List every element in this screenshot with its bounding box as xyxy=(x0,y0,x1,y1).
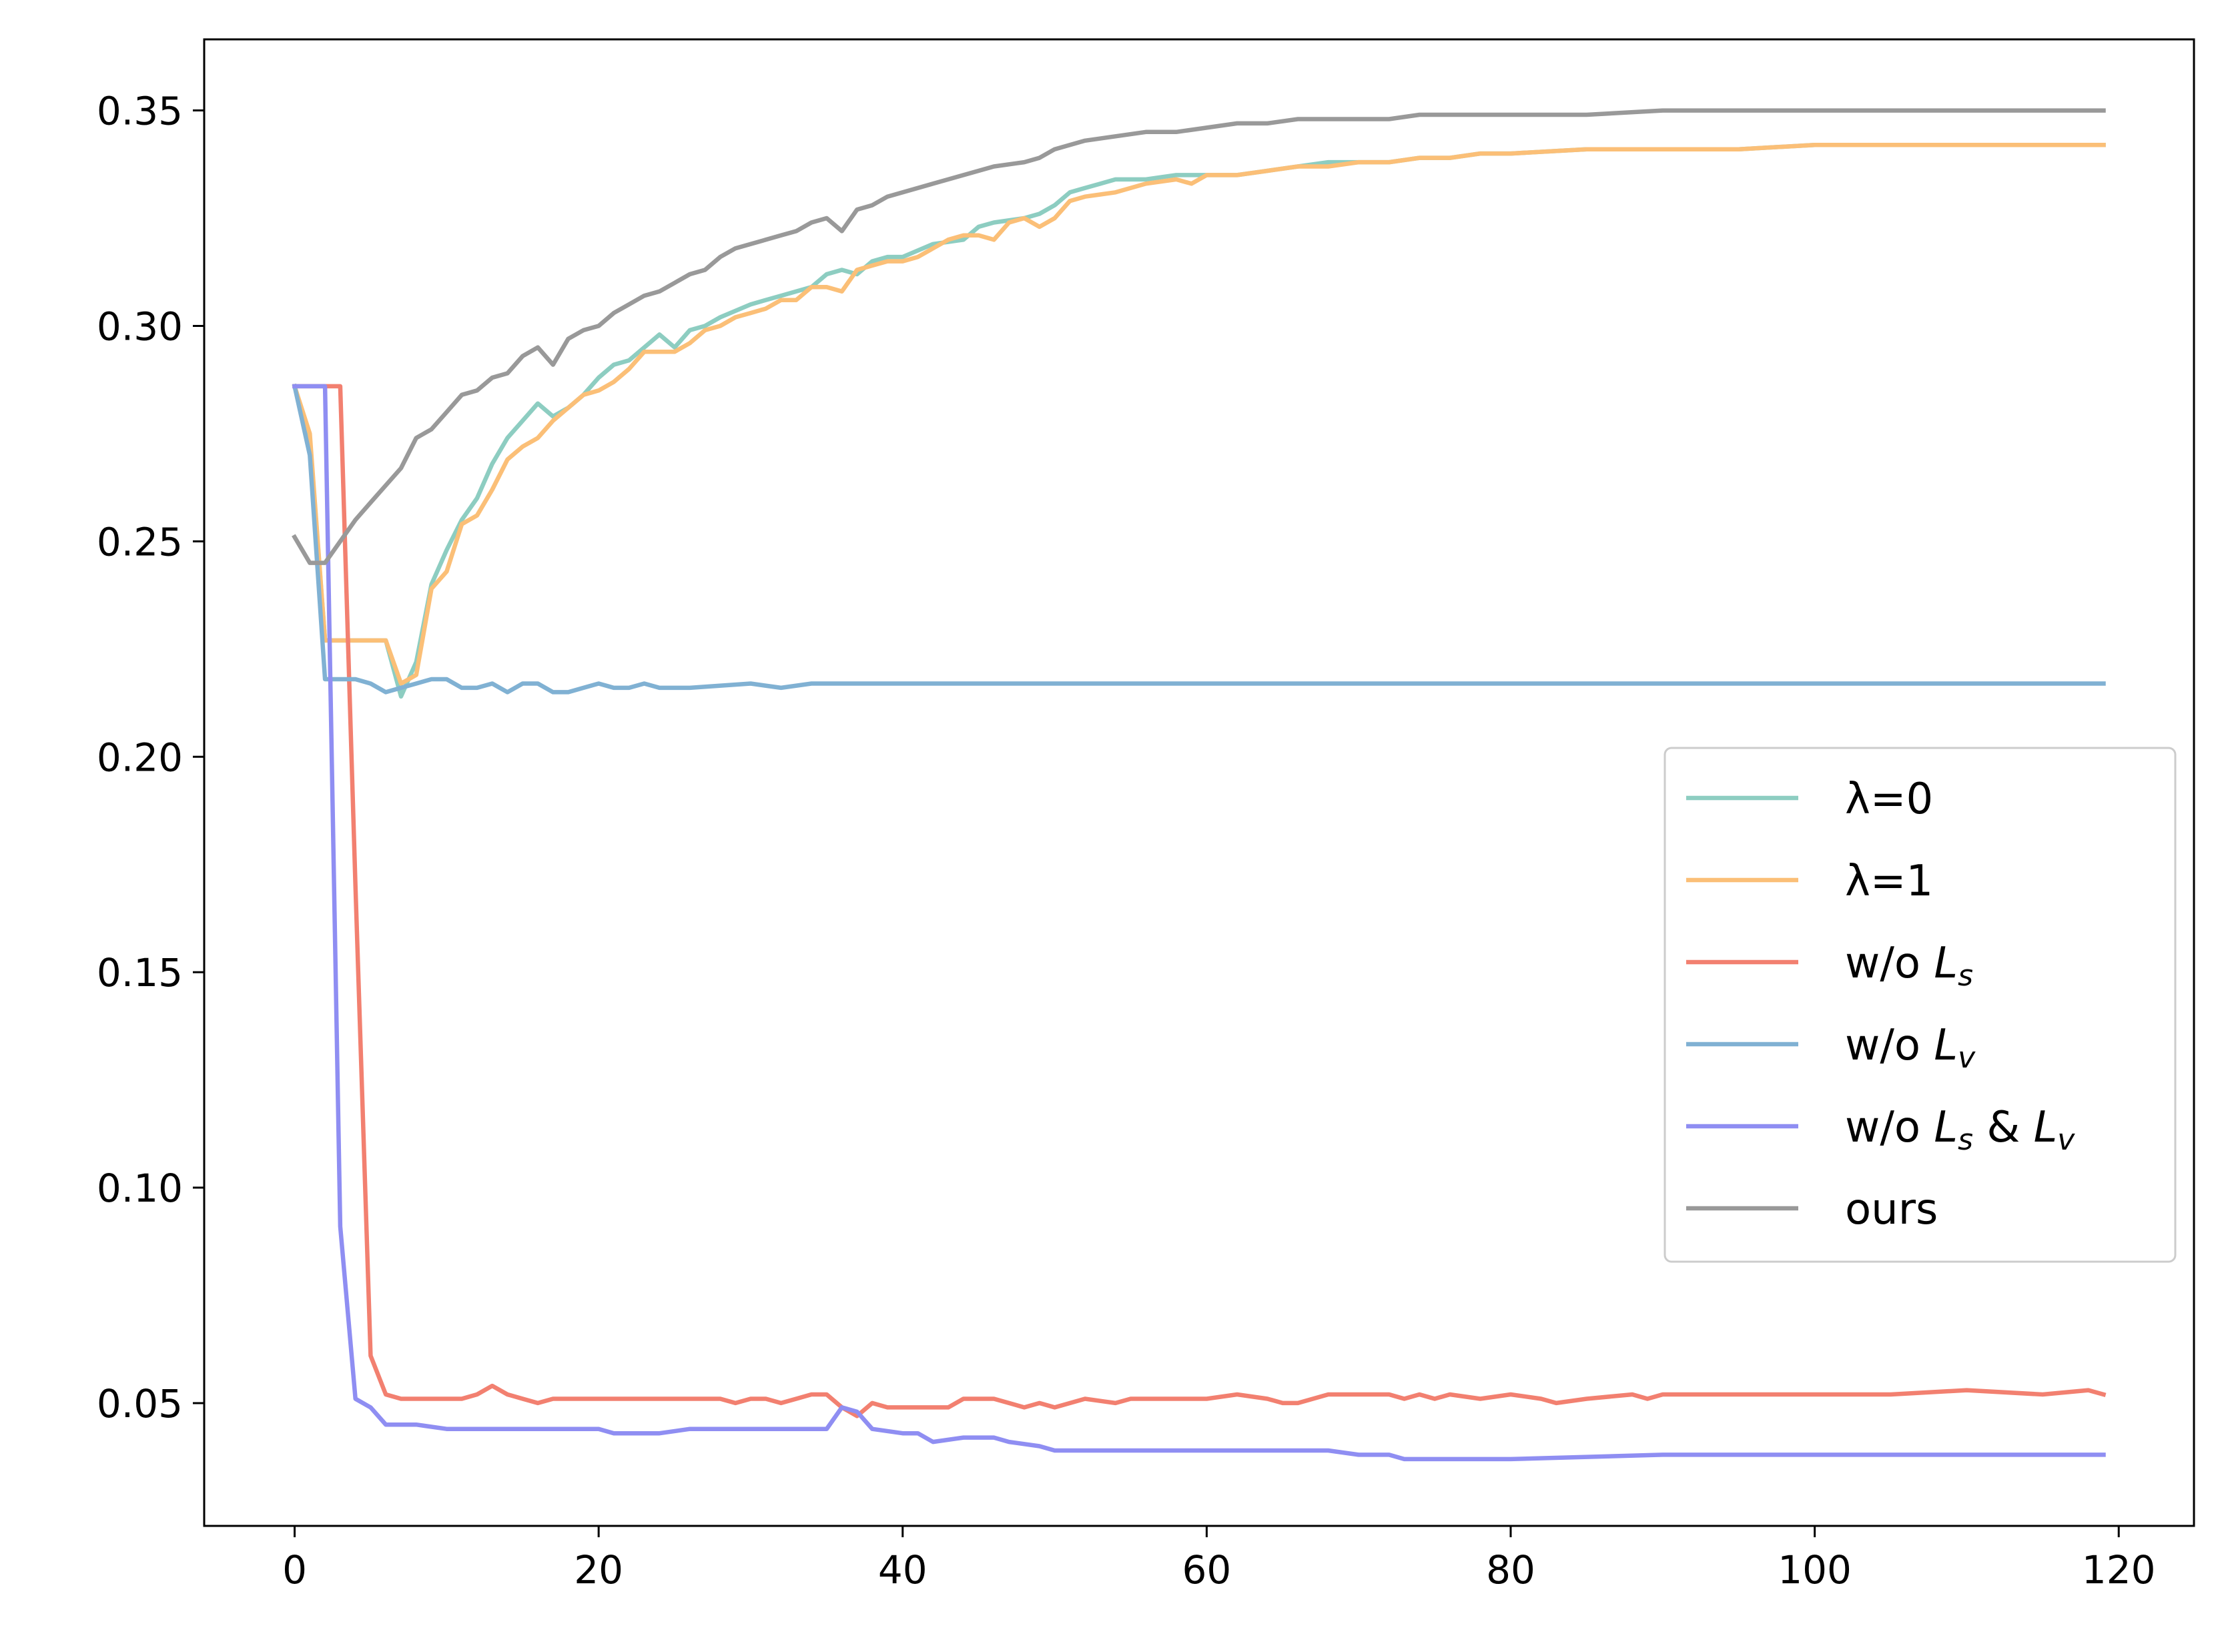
series-line-2 xyxy=(292,142,2106,686)
series-line-3 xyxy=(292,384,2107,1418)
x-tick-label: 40 xyxy=(878,1547,927,1593)
x-tick-label: 60 xyxy=(1182,1547,1231,1593)
legend-label: λ=0 xyxy=(1845,775,1933,824)
legend-label: ours xyxy=(1845,1185,1938,1234)
y-axis: 0.05 0.10 0.15 0.20 0.25 0.30 0.35 xyxy=(97,89,204,1426)
x-tick-label: 20 xyxy=(574,1547,623,1593)
x-tick-label: 120 xyxy=(2082,1547,2156,1593)
y-tick-label: 0.20 xyxy=(97,735,183,780)
x-axis: 0 20 40 60 80 100 120 xyxy=(282,1526,2156,1593)
y-tick-label: 0.30 xyxy=(97,304,183,349)
series-layer xyxy=(292,108,2107,1462)
y-tick-label: 0.05 xyxy=(97,1381,183,1426)
series-line-4 xyxy=(292,384,2106,695)
x-tick-label: 100 xyxy=(1778,1547,1852,1593)
series-line-1 xyxy=(292,142,2106,699)
series-line-6 xyxy=(292,108,2106,565)
x-tick-label: 0 xyxy=(282,1547,307,1593)
y-tick-label: 0.25 xyxy=(97,519,183,564)
legend-label: λ=1 xyxy=(1845,857,1933,906)
legend-label: w/o Ls xyxy=(1845,939,1973,993)
y-tick-label: 0.35 xyxy=(97,89,183,134)
plot-frame xyxy=(203,38,2195,1527)
y-tick-label: 0.15 xyxy=(97,950,183,995)
series-line-5 xyxy=(292,384,2106,1462)
legend-label: w/o Lv xyxy=(1845,1021,1976,1075)
legend-box xyxy=(1663,747,2177,1263)
x-tick-label: 80 xyxy=(1486,1547,1535,1593)
y-tick-label: 0.10 xyxy=(97,1166,183,1211)
